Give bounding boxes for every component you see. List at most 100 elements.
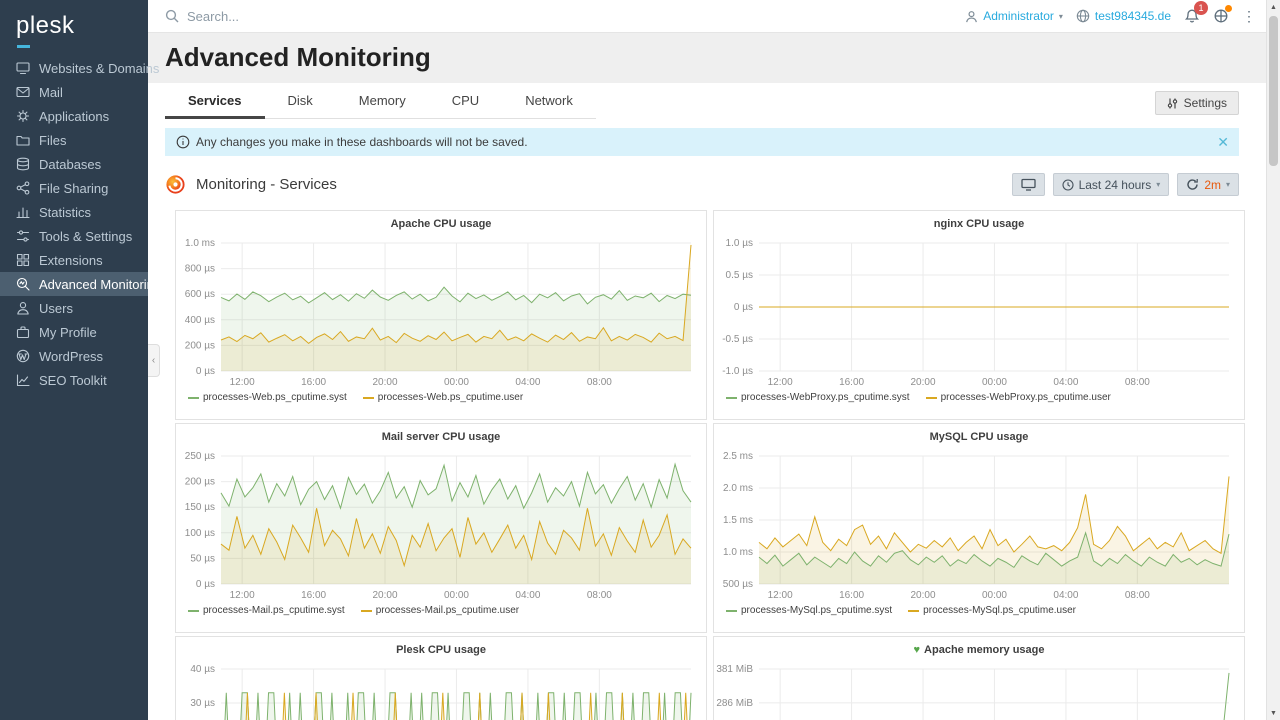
chart-legend: processes-Web.ps_cputime.syst processes-W… xyxy=(188,392,523,403)
svg-text:20:00: 20:00 xyxy=(373,377,398,388)
sidebar-item-wordpress[interactable]: WordPress xyxy=(0,344,148,368)
sidebar-item-files[interactable]: Files xyxy=(0,128,148,152)
svg-text:08:00: 08:00 xyxy=(1125,590,1150,601)
legend-item[interactable]: processes-MySql.ps_cputime.syst xyxy=(726,605,892,616)
tab-cpu[interactable]: CPU xyxy=(451,93,480,108)
bars-icon xyxy=(16,207,30,219)
sidebar-item-extensions[interactable]: Extensions xyxy=(0,248,148,272)
legend-color-dash xyxy=(188,609,199,612)
magnifier-icon xyxy=(16,277,30,291)
plesk-logo[interactable]: plesk xyxy=(16,12,75,39)
legend-item[interactable]: processes-WebProxy.ps_cputime.user xyxy=(925,392,1111,403)
sidebar-item-label: Websites & Domains xyxy=(39,60,160,76)
tab-memory[interactable]: Memory xyxy=(358,93,406,108)
settings-button[interactable]: Settings xyxy=(1154,91,1239,115)
tab-disk[interactable]: Disk xyxy=(287,93,313,108)
info-banner: Any changes you make in these dashboards… xyxy=(165,128,1239,156)
scrollbar-thumb[interactable] xyxy=(1269,16,1278,166)
settings-label: Settings xyxy=(1183,96,1227,110)
domain-link[interactable]: test984345.de xyxy=(1076,9,1171,23)
sidebar-item-seo-toolkit[interactable]: SEO Toolkit xyxy=(0,368,148,392)
monitor-icon xyxy=(1020,178,1036,191)
sidebar-item-label: Advanced Monitoring xyxy=(39,276,162,292)
chart-panel: MySQL CPU usage 12:00 16:00 20:00 00:00 04:0… xyxy=(713,423,1245,633)
chart-plot[interactable]: 12:00 16:00 20:00 00:00 04:00 08:00 1.0 ms 800 … xyxy=(176,211,708,421)
vertical-scrollbar: ▲ ▼ xyxy=(1266,0,1280,720)
chevron-down-icon: ▾ xyxy=(1058,11,1063,21)
sidebar-item-tools-settings[interactable]: Tools & Settings xyxy=(0,224,148,248)
tab-network[interactable]: Network xyxy=(525,93,573,108)
share-icon xyxy=(16,181,30,195)
legend-series-name: processes-MySql.ps_cputime.syst xyxy=(741,605,893,616)
scroll-up-arrow[interactable]: ▲ xyxy=(1270,3,1277,11)
sidebar-item-my-profile[interactable]: My Profile xyxy=(0,320,148,344)
svg-text:800 µs: 800 µs xyxy=(185,264,215,275)
sidebar-item-advanced-monitoring[interactable]: Advanced Monitoring xyxy=(0,272,161,296)
sidebar-item-file-sharing[interactable]: File Sharing xyxy=(0,176,148,200)
sliders-icon xyxy=(1167,98,1177,108)
extensions-news-button[interactable] xyxy=(1213,5,1232,24)
svg-text:1.0 ms: 1.0 ms xyxy=(723,547,753,558)
sidebar-item-websites-domains[interactable]: Websites & Domains xyxy=(0,56,159,80)
chart-panel: nginx CPU usage 12:00 16:00 20:00 00:00 04:0… xyxy=(713,210,1245,420)
svg-text:1.5 ms: 1.5 ms xyxy=(723,515,753,526)
domain-label: test984345.de xyxy=(1094,9,1171,23)
notifications-button[interactable]: 1 xyxy=(1184,1,1208,24)
tab-services[interactable]: Services xyxy=(165,83,265,119)
user-label: Administrator xyxy=(983,9,1054,23)
chart-panel: ♥Apache memory usage 12:0016:0020:0000:0… xyxy=(713,636,1245,720)
svg-text:12:00: 12:00 xyxy=(230,590,255,601)
refresh-interval-label: 2m xyxy=(1204,177,1221,192)
legend-item[interactable]: processes-Web.ps_cputime.syst xyxy=(188,392,347,403)
tv-mode-button[interactable] xyxy=(1011,173,1045,196)
chart-panel-title[interactable]: MySQL CPU usage xyxy=(929,431,1029,443)
legend-series-name: processes-MySql.ps_cputime.user xyxy=(923,605,1077,616)
chart-plot[interactable]: 12:00 16:00 20:00 00:00 04:00 08:00 2.5 ms 2.0 … xyxy=(714,424,1246,634)
chart-plot[interactable]: 12:00 16:00 20:00 00:00 04:00 08:00 1.0 µs 0.5 … xyxy=(714,211,1246,421)
chart-panel-title[interactable]: ♥ Apache memory usage xyxy=(913,644,1045,656)
refresh-icon xyxy=(1187,179,1199,190)
chart-plot[interactable]: 12:00 16:00 20:00 00:00 04:00 08:00 250 µs 200 … xyxy=(176,424,708,634)
legend-color-dash xyxy=(362,396,374,399)
sidebar-item-mail[interactable]: Mail xyxy=(0,80,148,104)
time-range-button[interactable]: Last 24 hours ▾ xyxy=(1052,173,1170,196)
chart-panel-title[interactable]: nginx CPU usage xyxy=(933,218,1025,230)
legend-series-name: processes-WebProxy.ps_cputime.user xyxy=(940,392,1111,403)
svg-text:16:00: 16:00 xyxy=(839,377,864,388)
sidebar-item-users[interactable]: Users xyxy=(0,296,148,320)
monitor-icon xyxy=(16,62,30,75)
legend-item[interactable]: processes-WebProxy.ps_cputime.syst xyxy=(726,392,910,403)
page-title: Advanced Monitoring xyxy=(165,42,431,72)
svg-text:08:00: 08:00 xyxy=(1125,377,1150,388)
svg-text:04:00: 04:00 xyxy=(1053,590,1078,601)
sidebar-item-databases[interactable]: Databases xyxy=(0,152,148,176)
sidebar-item-label: Applications xyxy=(39,108,110,124)
legend-item[interactable]: processes-Mail.ps_cputime.user xyxy=(360,605,519,616)
kebab-menu[interactable]: ⋮ xyxy=(1242,8,1256,24)
chart-panel-title[interactable]: Apache CPU usage xyxy=(390,218,492,230)
chart-icon xyxy=(16,374,30,387)
chart-panel-title[interactable]: Mail server CPU usage xyxy=(381,431,501,443)
legend-item[interactable]: processes-Web.ps_cputime.user xyxy=(362,392,523,403)
chart-panel-title[interactable]: Plesk CPU usage xyxy=(396,644,486,656)
sidebar-item-statistics[interactable]: Statistics xyxy=(0,200,148,224)
svg-text:20:00: 20:00 xyxy=(373,590,398,601)
legend-item[interactable]: processes-Mail.ps_cputime.syst xyxy=(188,605,345,616)
svg-text:40 µs: 40 µs xyxy=(190,664,215,675)
svg-text:381 MiB: 381 MiB xyxy=(716,664,753,675)
extensions-news-icon xyxy=(1214,9,1228,23)
person-icon xyxy=(17,302,29,315)
legend-item[interactable]: processes-MySql.ps_cputime.user xyxy=(908,605,1076,616)
banner-close-icon[interactable]: ✕ xyxy=(1217,134,1229,150)
sidebar-collapse-handle[interactable]: ‹ xyxy=(148,344,160,377)
sidebar-item-applications[interactable]: Applications xyxy=(0,104,148,128)
dashboard-title: Monitoring - Services xyxy=(196,176,337,193)
search-input[interactable] xyxy=(187,8,487,24)
refresh-button[interactable]: 2m ▾ xyxy=(1177,173,1239,196)
scroll-down-arrow[interactable]: ▼ xyxy=(1270,709,1277,717)
svg-text:0 µs: 0 µs xyxy=(734,302,753,313)
svg-text:00:00: 00:00 xyxy=(444,377,469,388)
user-menu[interactable]: Administrator ▾ xyxy=(965,9,1063,23)
